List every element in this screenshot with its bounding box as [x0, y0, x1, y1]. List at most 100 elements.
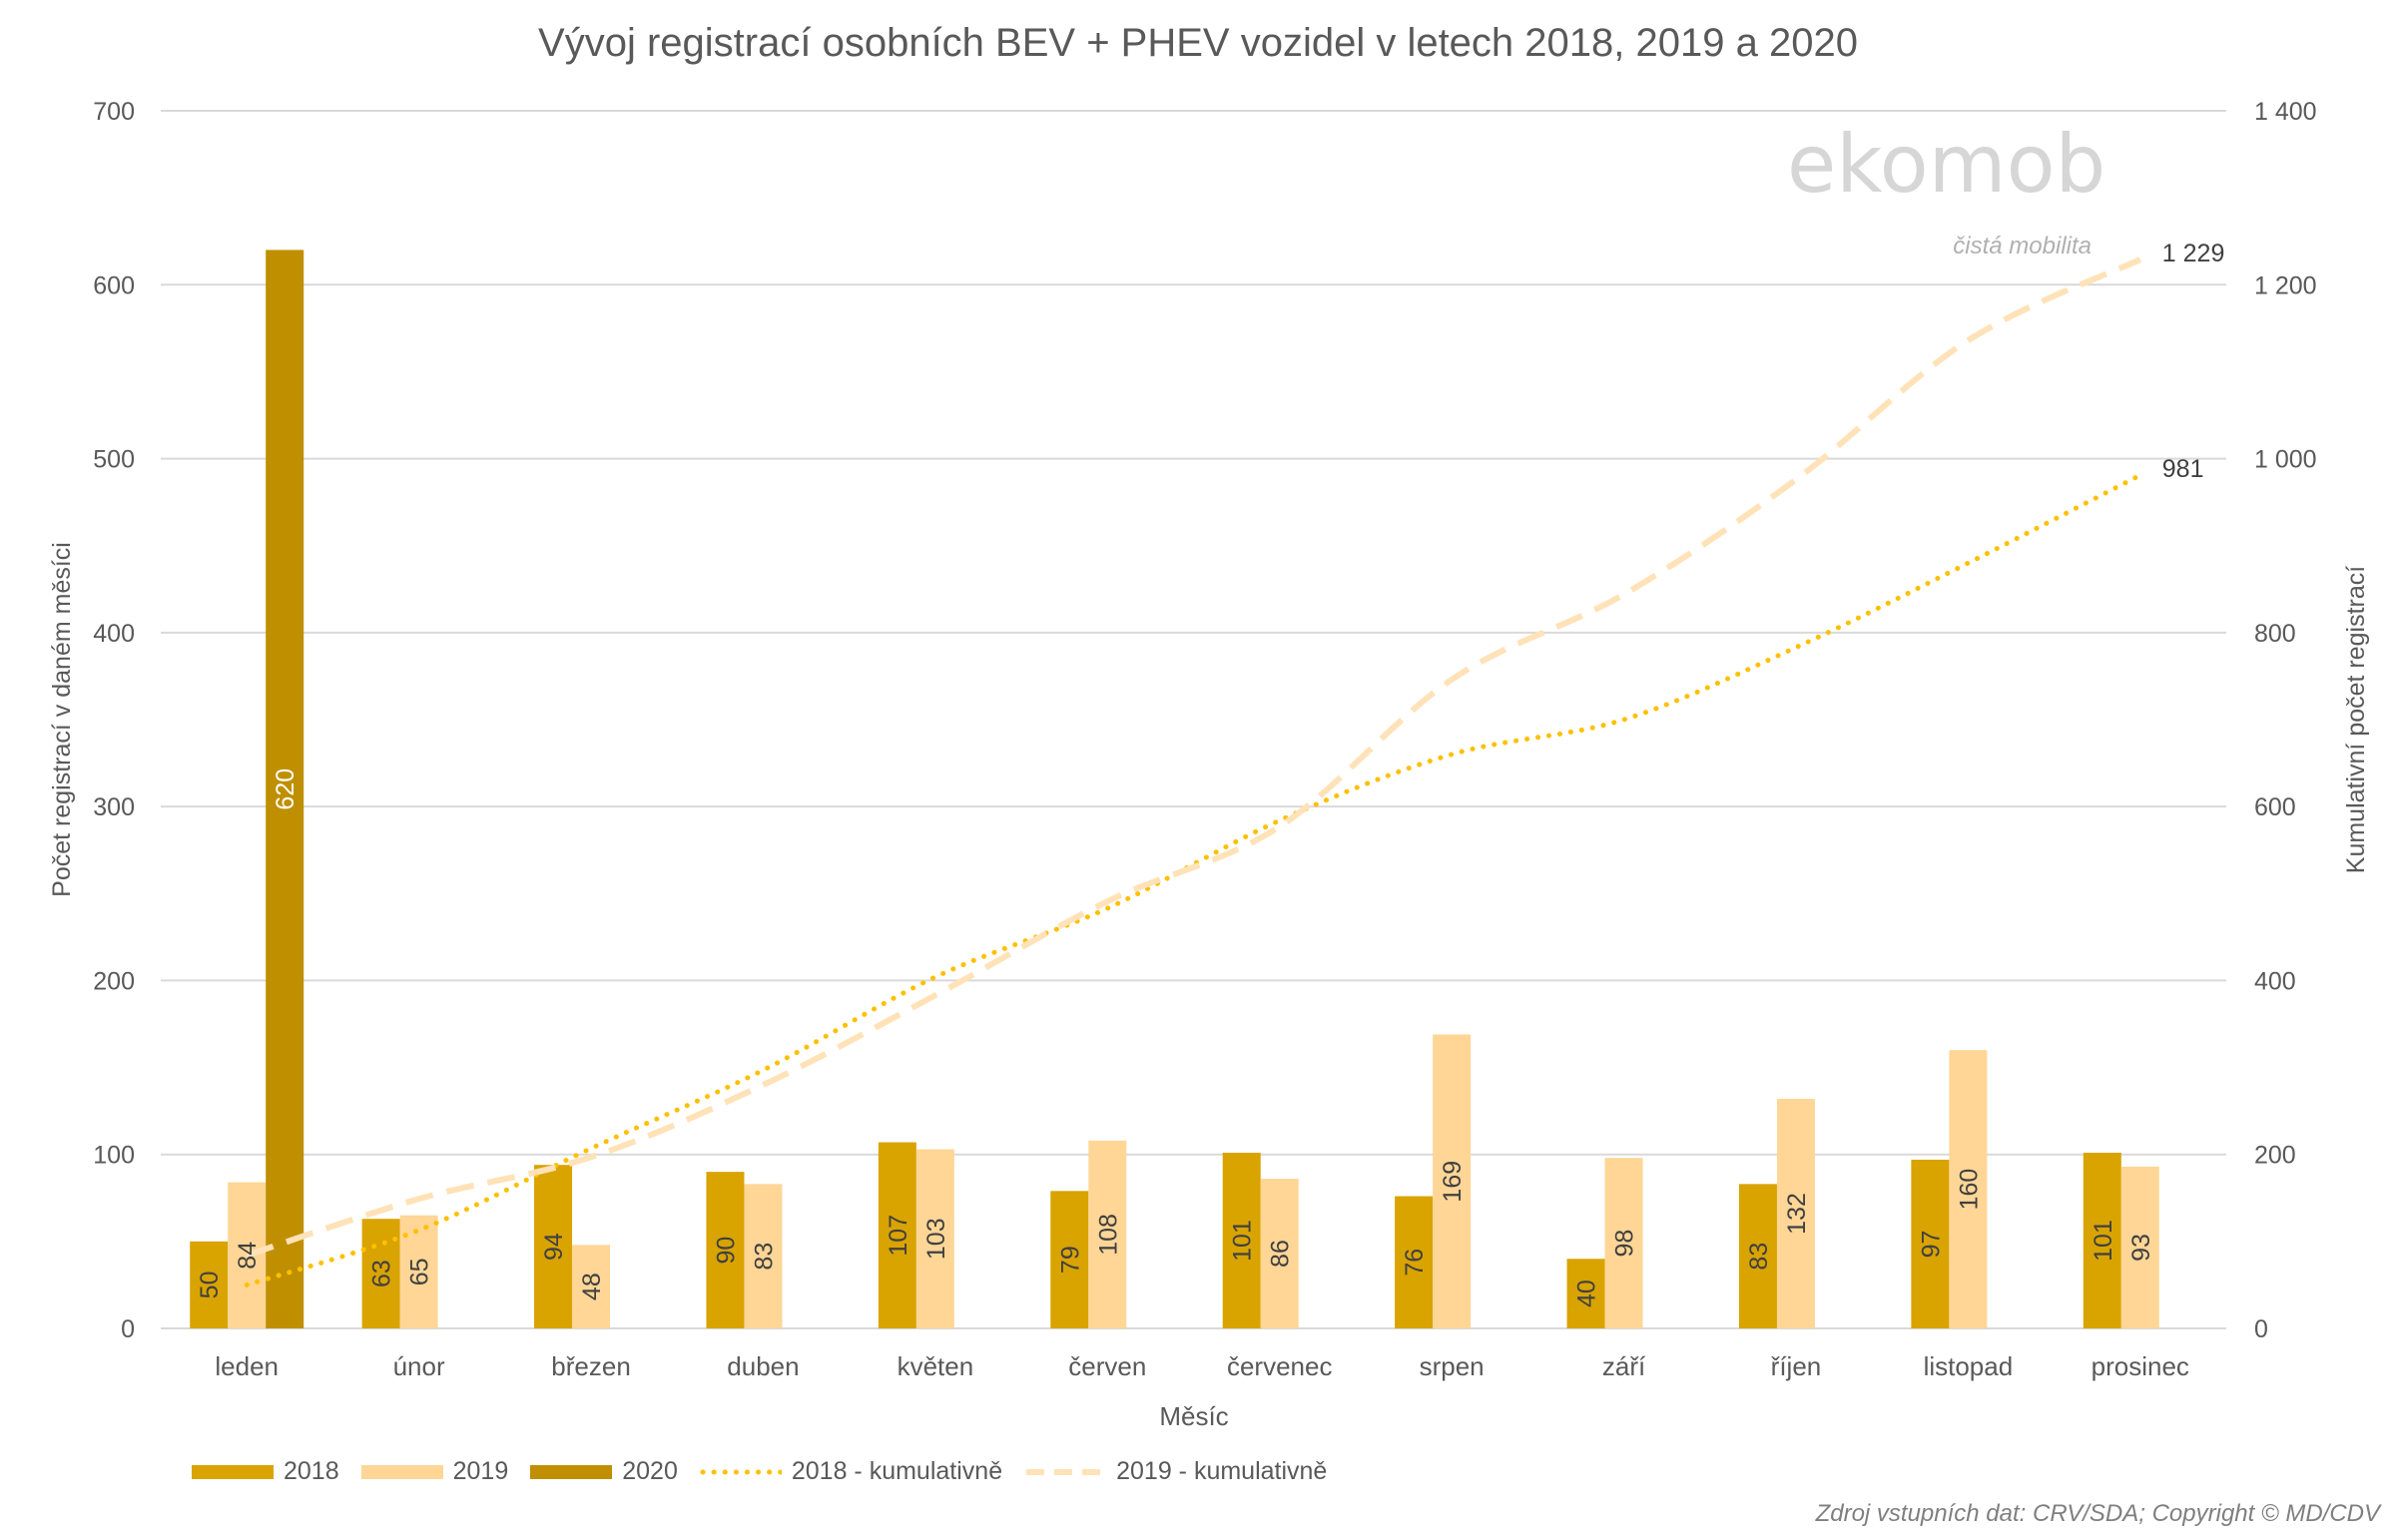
bar-data-label: 93	[2127, 1234, 2155, 1262]
bar-2019-srpen	[1433, 1034, 1472, 1328]
line-2018 - kumulativně	[244, 472, 2143, 1287]
bar-2018-březen	[534, 1165, 573, 1328]
legend: 2018 2019 2020 2018 - kumulativně 2019 -…	[192, 1457, 1349, 1486]
legend-swatch	[192, 1464, 274, 1479]
bar-data-label: 83	[750, 1243, 778, 1271]
bar-data-label: 40	[1573, 1280, 1601, 1307]
bar-2019-červenec	[1260, 1179, 1299, 1328]
y2-tick-label: 600	[2254, 793, 2296, 821]
legend-item-2019: 2019	[360, 1457, 509, 1486]
bar-data-label: 79	[1056, 1246, 1084, 1274]
y-tick-label: 200	[93, 967, 135, 995]
bar-data-label: 103	[922, 1218, 950, 1260]
legend-label: 2019	[452, 1457, 509, 1485]
bar-2018-duben	[706, 1172, 745, 1328]
bar-2018-září	[1566, 1259, 1605, 1328]
y-tick-label: 0	[121, 1315, 135, 1343]
bar-2019-září	[1604, 1158, 1643, 1328]
x-tick-label: srpen	[1420, 1351, 1485, 1381]
bar-data-label: 84	[234, 1242, 262, 1270]
bar-data-label: 98	[1611, 1230, 1639, 1258]
bar-data-label: 90	[712, 1237, 740, 1265]
legend-dashed-line	[1026, 1468, 1107, 1475]
source-note: Zdroj vstupních dat: CRV/SDA; Copyright …	[1815, 1500, 2380, 1527]
bar-2019-červen	[1088, 1140, 1127, 1328]
x-tick-label: listopad	[1924, 1351, 2014, 1381]
bar-data-label: 108	[1094, 1214, 1122, 1256]
legend-dotted-line	[700, 1469, 782, 1474]
chart-title: Vývoj registrací osobních BEV + PHEV voz…	[538, 21, 1858, 65]
legend-label: 2020	[622, 1457, 678, 1485]
bar-2018-červen	[1050, 1191, 1089, 1328]
bar-data-label: 76	[1401, 1249, 1429, 1277]
y2-tick-label: 800	[2254, 620, 2296, 648]
bar-data-label: 132	[1783, 1193, 1811, 1235]
bar-2018-prosinec	[2083, 1152, 2121, 1328]
bar-2018-listopad	[1911, 1159, 1950, 1328]
y-axis-title: Počet registrací v daném měsíci	[48, 542, 76, 897]
cumulative-lines	[244, 257, 2143, 1287]
logo-text: ekomob	[1787, 118, 2105, 211]
x-tick-label: červen	[1068, 1351, 1146, 1381]
bar-2018-květen	[878, 1142, 916, 1328]
bar-2018-leden	[190, 1241, 229, 1328]
y2-tick-label: 400	[2254, 967, 2296, 995]
legend-swatch	[530, 1464, 613, 1479]
bar-data-label: 97	[1917, 1231, 1945, 1259]
y2-tick-label: 200	[2254, 1142, 2296, 1170]
bar-2019-březen	[572, 1245, 611, 1328]
legend-item-2020: 2020	[530, 1457, 678, 1486]
gridlines	[161, 110, 2226, 1329]
bar-2020-leden	[266, 250, 304, 1328]
bar-2019-duben	[744, 1184, 783, 1328]
x-tick-label: říjen	[1771, 1351, 1822, 1381]
y2-tick-label: 1 000	[2254, 446, 2317, 474]
line-end-label: 981	[2162, 455, 2204, 483]
bar-2019-říjen	[1776, 1098, 1815, 1328]
legend-label: 2019 - kumulativně	[1116, 1457, 1328, 1485]
bar-data-label: 50	[196, 1272, 224, 1299]
line-2019 - kumulativně	[246, 257, 2142, 1259]
data-labels: 50 63 94 90 107 79 101 76 40 83 97 101 84 65 48 83 103 10…	[196, 240, 2224, 1307]
y-tick-label: 600	[93, 271, 135, 299]
bar-data-label: 101	[1229, 1220, 1257, 1262]
x-tick-label: září	[1602, 1351, 1646, 1381]
x-tick-label: leden	[215, 1351, 279, 1381]
x-tick-label: červenec	[1227, 1351, 1333, 1381]
bar-data-label: 160	[1955, 1169, 1983, 1211]
legend-item-2019-cumulative: 2019 - kumulativně	[1024, 1457, 1327, 1486]
y2-tick-label: 0	[2254, 1315, 2268, 1343]
bar-data-label: 83	[1745, 1243, 1773, 1271]
ekomob-logo: ekomob čistá mobilita	[1787, 118, 2105, 259]
bar-2019-květen	[915, 1149, 954, 1328]
logo-tagline: čistá mobilita	[1953, 233, 2092, 259]
y-tick-label: 100	[93, 1142, 135, 1170]
bars	[190, 250, 2159, 1328]
x-tick-label: prosinec	[2092, 1351, 2189, 1381]
line-end-label: 1 229	[2162, 240, 2225, 267]
y-tick-label: 700	[93, 98, 135, 126]
bar-data-label: 94	[540, 1233, 568, 1261]
bar-data-label: 620	[272, 769, 300, 810]
bar-data-label: 101	[2090, 1220, 2117, 1262]
bar-data-label: 86	[1267, 1240, 1295, 1268]
x-tick-label: květen	[898, 1351, 974, 1381]
bar-data-label: 169	[1439, 1161, 1467, 1203]
legend-swatch	[360, 1464, 443, 1479]
bar-2018-srpen	[1395, 1196, 1434, 1328]
bar-data-label: 107	[885, 1215, 912, 1257]
legend-label: 2018 - kumulativně	[791, 1457, 1003, 1485]
bar-2019-prosinec	[2120, 1166, 2159, 1328]
bar-2019-listopad	[1949, 1050, 1988, 1328]
x-axis-title: Měsíc	[1159, 1401, 1228, 1431]
y2-tick-label: 1 200	[2254, 271, 2317, 299]
y-tick-label: 500	[93, 446, 135, 474]
bar-2019-leden	[228, 1182, 267, 1328]
y2-axis-title: Kumulativní počet registrací	[2342, 566, 2370, 874]
y2-tick-label: 1 400	[2254, 98, 2317, 126]
axes: 0 100 200 300 400 500 600 700 0 200 400 600 800 1 000…	[93, 98, 2316, 1381]
bar-data-label: 63	[368, 1260, 396, 1287]
legend-item-2018-cumulative: 2018 - kumulativně	[700, 1457, 1002, 1486]
legend-item-2018: 2018	[192, 1457, 339, 1486]
